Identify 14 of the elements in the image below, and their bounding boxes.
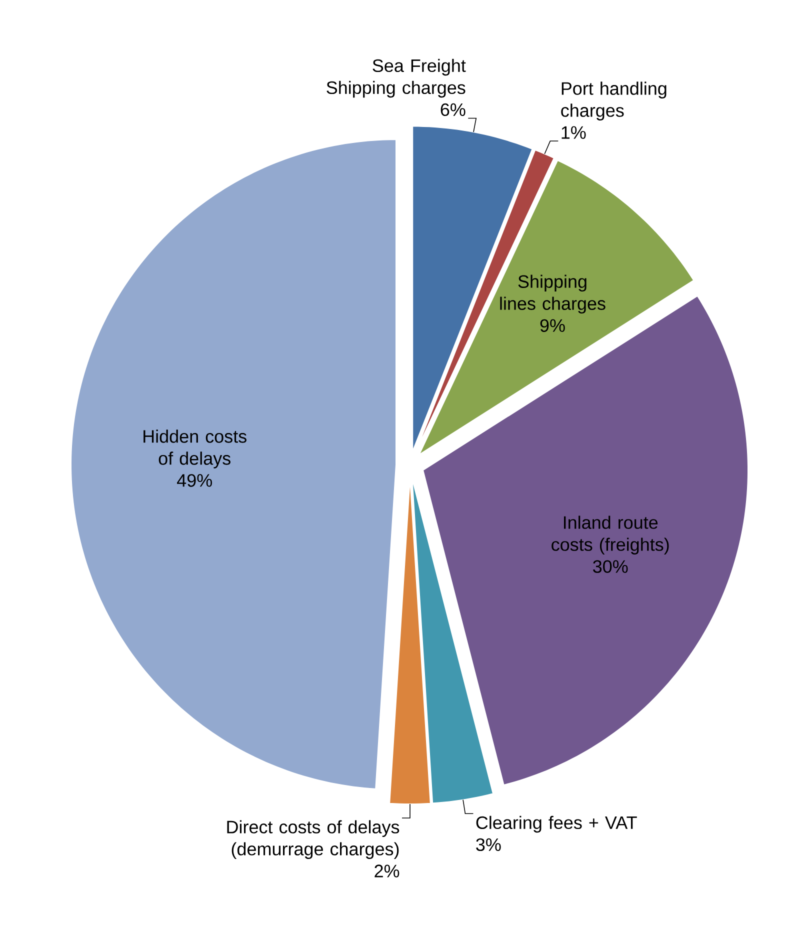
slice-label: Clearing fees + VAT	[476, 816, 637, 833]
data-label: 2%	[374, 864, 400, 878]
slice-label: Hidden costs of delays	[144, 430, 246, 468]
slice-label: Port handling charges	[561, 82, 666, 120]
slice-label: Direct costs of delays (demurrage charges)	[227, 820, 400, 859]
data-label: 1%	[562, 126, 586, 139]
slice-label: Inland route costs (freights)	[552, 516, 669, 554]
slice-label: Shipping lines charges	[500, 274, 606, 314]
data-label: 6%	[440, 103, 466, 116]
slice-label: Sea Freight Shipping charges	[326, 58, 466, 98]
data-label: 30%	[593, 560, 628, 573]
data-label: 49%	[177, 474, 212, 487]
data-label: 9%	[540, 319, 565, 332]
data-label: 3%	[476, 838, 501, 852]
